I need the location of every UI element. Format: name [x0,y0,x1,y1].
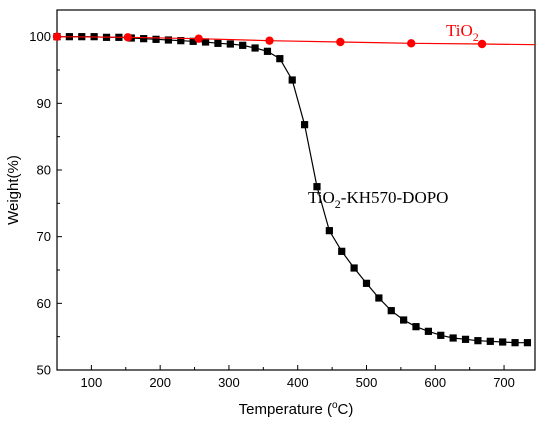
data-point [123,33,133,42]
data-point [387,307,395,315]
y-axis-ticks: 50 60 70 80 90 100 [29,29,62,378]
plot-frame [56,9,536,371]
data-point [511,339,519,347]
data-point [449,334,457,342]
data-point [263,47,272,55]
y-tick-label: 80 [37,163,51,178]
data-point [523,339,532,347]
x-tick-label: 300 [218,375,240,390]
x-tick-label: 400 [287,375,309,390]
x-tick-label: 600 [424,375,446,390]
x-tick-label: 700 [493,375,515,390]
series-layer [52,32,536,347]
data-point [407,39,416,48]
y-tick-label: 70 [37,229,51,244]
series-label-tio2: TiO2 [446,21,479,44]
data-point [214,39,222,47]
data-point [477,39,487,49]
y-tick-label: 90 [37,96,51,111]
data-point [201,38,210,46]
y-axis-label: Weight(%) [5,155,22,225]
data-point [424,327,432,335]
data-point [336,37,345,47]
data-point [338,247,346,255]
data-point [400,316,408,324]
data-point [486,337,494,345]
data-point [412,323,420,331]
data-point [177,37,185,45]
y-tick-label: 50 [37,363,51,378]
data-point [362,279,371,287]
data-point [194,34,203,43]
series-tio2-kh570-dopo [53,33,532,347]
data-point [300,121,309,129]
x-tick-label: 200 [149,375,171,390]
data-point [226,40,234,48]
x-tick-label: 100 [81,375,103,390]
data-point [375,294,383,302]
data-point [437,331,445,339]
data-point [499,338,507,346]
data-point [350,264,358,272]
x-tick-label: 500 [356,375,378,390]
y-tick-label: 60 [37,296,51,311]
data-point [288,76,296,84]
data-point [164,36,173,44]
data-point [265,36,274,45]
x-axis-label: Temperature (oC) [239,400,354,418]
data-point [239,41,247,49]
data-point [152,35,160,43]
data-point [325,227,333,235]
data-point [251,44,259,52]
series-tio2 [52,32,536,49]
data-point [313,183,321,191]
data-point [140,35,148,43]
series-label-tio2-kh570-dopo: TiO2-KH570-DOPO [308,188,448,211]
y-tick-label: 100 [29,29,51,44]
series-line [56,36,536,46]
data-point [276,55,284,63]
data-point [474,337,482,345]
data-point [189,37,197,45]
x-axis-ticks: 100 200 300 400 500 600 700 [81,365,515,390]
data-point [461,335,470,343]
data-point [52,32,62,41]
